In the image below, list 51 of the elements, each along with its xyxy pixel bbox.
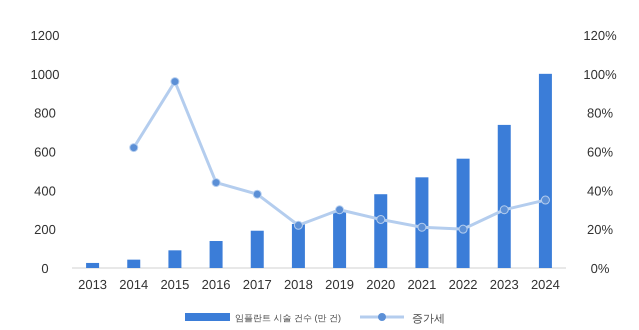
y-tick-label: 400 — [34, 183, 56, 198]
bar — [498, 124, 511, 268]
legend-label: 임플란트 시술 건수 (만 건) — [235, 313, 341, 323]
legend-label: 증가세 — [412, 313, 445, 325]
bar — [538, 74, 552, 268]
y2-tick-label: 40% — [586, 183, 614, 198]
point — [294, 220, 303, 230]
x-tick-label: 2013 — [78, 277, 108, 292]
y2-tick-label: 60% — [586, 144, 614, 160]
y-tick-label: 1200 — [30, 28, 60, 43]
point — [540, 196, 550, 205]
x-tick-label: 2020 — [366, 277, 396, 292]
bar — [168, 250, 182, 268]
bar — [250, 230, 264, 268]
x-tick-label: 2018 — [284, 277, 313, 292]
x-tick-label: 2014 — [119, 277, 148, 292]
y2-tick-label: 80% — [586, 106, 614, 121]
point — [335, 205, 344, 214]
point — [212, 178, 221, 188]
x-tick-label: 2024 — [530, 277, 560, 292]
bar — [210, 241, 223, 268]
bar — [456, 158, 470, 268]
y-tick-label: 600 — [34, 144, 56, 160]
point — [252, 190, 262, 199]
bar — [415, 177, 428, 268]
point — [458, 224, 468, 234]
bar — [333, 210, 346, 268]
y-tick-label: 200 — [34, 222, 56, 238]
y-tick-label: 0 — [41, 261, 49, 276]
point — [500, 205, 509, 214]
x-tick-label: 2019 — [325, 277, 354, 292]
x-tick-label: 2022 — [448, 277, 478, 292]
bar — [292, 224, 305, 268]
bar — [374, 194, 388, 268]
point — [129, 143, 138, 152]
y2-tick-label: 0% — [590, 261, 610, 276]
point — [417, 222, 426, 232]
y2-tick-label: 20% — [586, 222, 614, 238]
y-tick-label: 1000 — [30, 66, 60, 82]
y2-tick-label: 120% — [583, 28, 618, 43]
x-tick-label: 2016 — [202, 277, 231, 292]
bar — [86, 262, 100, 268]
x-tick-label: 2023 — [490, 277, 519, 292]
x-tick-label: 2021 — [407, 277, 436, 292]
bar — [127, 260, 140, 268]
point — [376, 214, 386, 224]
x-tick-label: 2017 — [242, 277, 272, 292]
y-tick-label: 800 — [34, 106, 56, 121]
y2-tick-label: 100% — [583, 66, 618, 82]
point — [170, 77, 180, 86]
x-tick-label: 2015 — [160, 277, 190, 292]
